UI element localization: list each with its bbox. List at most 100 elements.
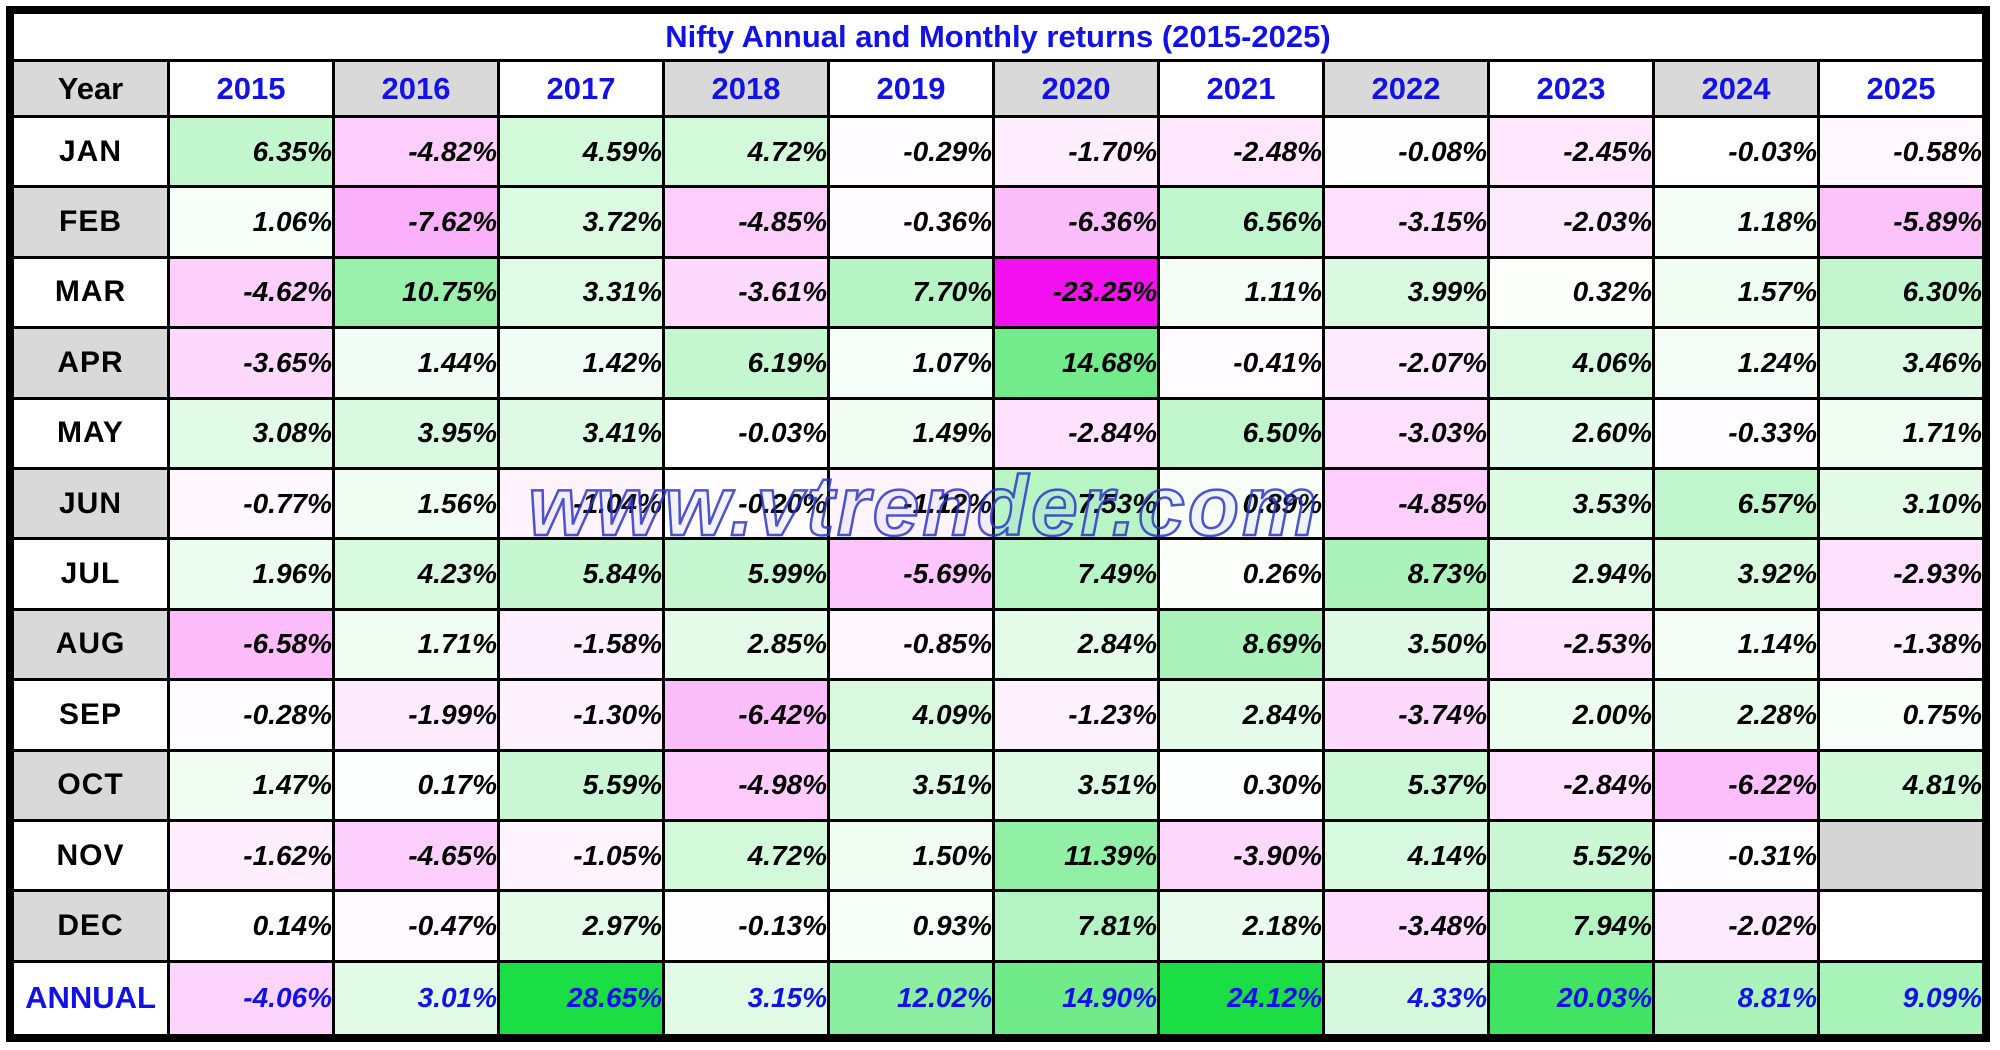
value-cell: -6.58%: [167, 607, 335, 682]
returns-table-body: JAN 6.35% -4.82% 4.59% 4.72% -0.29% -1.70% -2.4…: [11, 114, 1985, 1038]
value-cell: -7.62%: [332, 185, 500, 259]
value-cell: 4.59%: [497, 114, 665, 189]
value-cell: 2.94%: [1487, 537, 1655, 611]
annual-value-cell: 20.03%: [1487, 959, 1655, 1038]
month-label-jan: JAN: [11, 114, 170, 189]
month-row-aug: AUG -6.58% 1.71% -1.58% 2.85% -0.85% 2.84% 8.69…: [11, 607, 1985, 682]
value-cell: -2.84%: [1487, 748, 1655, 822]
value-cell: -0.03%: [1652, 114, 1820, 189]
value-cell: 2.28%: [1652, 678, 1820, 752]
value-cell: 6.57%: [1652, 466, 1820, 541]
month-label-oct: OCT: [11, 748, 170, 822]
value-cell: -3.15%: [1322, 185, 1490, 259]
value-cell: 0.89%: [1157, 466, 1325, 541]
value-cell: -1.58%: [497, 607, 665, 682]
value-cell: 1.71%: [1817, 396, 1985, 470]
value-cell: -4.98%: [662, 748, 830, 822]
value-cell: 1.11%: [1157, 255, 1325, 330]
value-cell: 4.72%: [662, 818, 830, 893]
value-cell: 2.97%: [497, 889, 665, 963]
value-cell: -1.38%: [1817, 607, 1985, 682]
value-cell: 4.14%: [1322, 818, 1490, 893]
returns-table-frame: Nifty Annual and Monthly returns (2015-2…: [6, 6, 1990, 1042]
month-label-apr: APR: [11, 326, 170, 400]
month-label-feb: FEB: [11, 185, 170, 259]
value-cell: 2.84%: [1157, 678, 1325, 752]
year-header-2016: 2016: [332, 59, 500, 118]
month-row-jul: JUL 1.96% 4.23% 5.84% 5.99% -5.69% 7.49% 0.26% 8…: [11, 537, 1985, 611]
value-cell: 3.53%: [1487, 466, 1655, 541]
year-header-row: Year 2015 2016 2017 2018 2019 2020 2021 2022 2023…: [11, 59, 1985, 118]
value-cell: -0.41%: [1157, 326, 1325, 400]
value-cell: -2.03%: [1487, 185, 1655, 259]
annual-value-cell: 4.33%: [1322, 959, 1490, 1038]
table-title: Nifty Annual and Monthly returns (2015-2…: [11, 11, 1985, 62]
value-cell: -1.23%: [992, 678, 1160, 752]
month-label-aug: AUG: [11, 607, 170, 682]
value-cell: -3.61%: [662, 255, 830, 330]
value-cell: -4.85%: [1322, 466, 1490, 541]
value-cell: 0.14%: [167, 889, 335, 963]
value-cell: 2.60%: [1487, 396, 1655, 470]
annual-value-cell: -4.06%: [167, 959, 335, 1038]
value-cell: 1.06%: [167, 185, 335, 259]
empty-cell: [1817, 818, 1985, 893]
month-row-jan: JAN 6.35% -4.82% 4.59% 4.72% -0.29% -1.70% -2.4…: [11, 114, 1985, 189]
annual-value-cell: 14.90%: [992, 959, 1160, 1038]
value-cell: -2.93%: [1817, 537, 1985, 611]
value-cell: 14.68%: [992, 326, 1160, 400]
value-cell: -2.84%: [992, 396, 1160, 470]
value-cell: -3.65%: [167, 326, 335, 400]
month-label-sep: SEP: [11, 678, 170, 752]
value-cell: 3.08%: [167, 396, 335, 470]
value-cell: -3.90%: [1157, 818, 1325, 893]
value-cell: 0.93%: [827, 889, 995, 963]
value-cell: -0.28%: [167, 678, 335, 752]
month-row-mar: MAR -4.62% 10.75% 3.31% -3.61% 7.70% -23.25% 1.…: [11, 255, 1985, 330]
value-cell: -3.03%: [1322, 396, 1490, 470]
value-cell: 0.17%: [332, 748, 500, 822]
annual-value-cell: 3.15%: [662, 959, 830, 1038]
year-header-2015: 2015: [167, 59, 335, 118]
value-cell: 4.81%: [1817, 748, 1985, 822]
value-cell: 7.53%: [992, 466, 1160, 541]
value-cell: -1.70%: [992, 114, 1160, 189]
annual-value-cell: 3.01%: [332, 959, 500, 1038]
value-cell: 7.81%: [992, 889, 1160, 963]
value-cell: 0.26%: [1157, 537, 1325, 611]
month-row-oct: OCT 1.47% 0.17% 5.59% -4.98% 3.51% 3.51% 0.30% 5…: [11, 748, 1985, 822]
year-header-2022: 2022: [1322, 59, 1490, 118]
month-row-sep: SEP -0.28% -1.99% -1.30% -6.42% 4.09% -1.23% 2.…: [11, 678, 1985, 752]
value-cell: 1.44%: [332, 326, 500, 400]
value-cell: 1.18%: [1652, 185, 1820, 259]
annual-value-cell: 24.12%: [1157, 959, 1325, 1038]
value-cell: -0.58%: [1817, 114, 1985, 189]
value-cell: 6.30%: [1817, 255, 1985, 330]
year-header-2024: 2024: [1652, 59, 1820, 118]
value-cell: 6.56%: [1157, 185, 1325, 259]
annual-value-cell: 9.09%: [1817, 959, 1985, 1038]
year-header-2025: 2025: [1817, 59, 1985, 118]
value-cell: -1.62%: [167, 818, 335, 893]
value-cell: 3.50%: [1322, 607, 1490, 682]
value-cell: 6.19%: [662, 326, 830, 400]
value-cell: 8.73%: [1322, 537, 1490, 611]
year-header-2020: 2020: [992, 59, 1160, 118]
value-cell: -0.33%: [1652, 396, 1820, 470]
value-cell: 1.96%: [167, 537, 335, 611]
value-cell: -0.29%: [827, 114, 995, 189]
month-row-feb: FEB 1.06% -7.62% 3.72% -4.85% -0.36% -6.36% 6.5…: [11, 185, 1985, 259]
value-cell: -6.22%: [1652, 748, 1820, 822]
value-cell: -0.36%: [827, 185, 995, 259]
year-header-2017: 2017: [497, 59, 665, 118]
value-cell: 0.30%: [1157, 748, 1325, 822]
value-cell: 2.00%: [1487, 678, 1655, 752]
month-label-dec: DEC: [11, 889, 170, 963]
returns-table: Nifty Annual and Monthly returns (2015-2…: [11, 11, 1985, 1038]
value-cell: -1.99%: [332, 678, 500, 752]
month-label-may: MAY: [11, 396, 170, 470]
value-cell: 5.99%: [662, 537, 830, 611]
value-cell: 7.70%: [827, 255, 995, 330]
value-cell: -1.30%: [497, 678, 665, 752]
value-cell: 1.57%: [1652, 255, 1820, 330]
